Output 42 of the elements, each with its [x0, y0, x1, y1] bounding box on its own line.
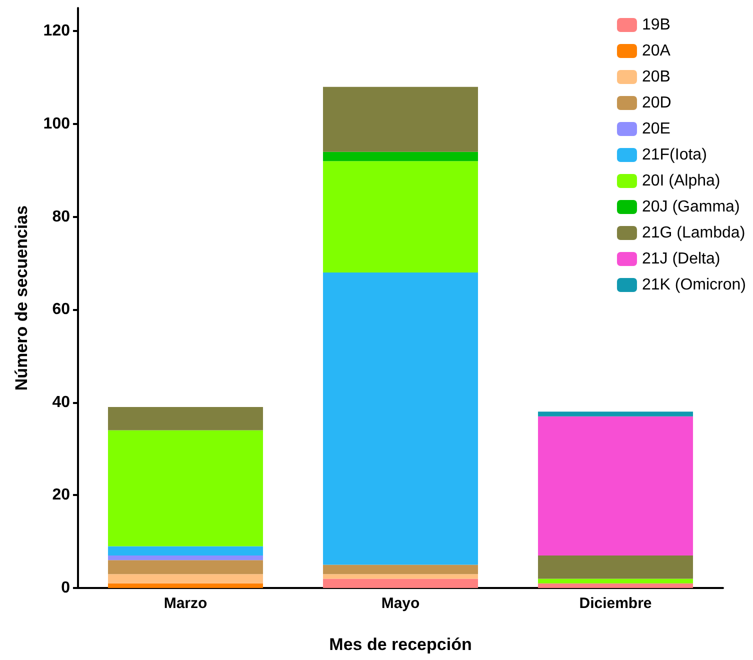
legend-label: 21J (Delta) — [642, 250, 720, 268]
y-tick-label: 100 — [43, 116, 70, 132]
legend-label: 20I (Alpha) — [642, 172, 720, 190]
legend-label: 20B — [642, 68, 670, 86]
bar — [323, 564, 478, 574]
bar — [108, 546, 263, 556]
x-tick-label: Mayo — [381, 595, 420, 612]
bar — [108, 430, 263, 546]
bar — [538, 412, 693, 416]
bar — [323, 161, 478, 272]
y-tick-label: 20 — [52, 486, 70, 504]
legend-label: 20J (Gamma) — [642, 198, 740, 216]
bar — [323, 86, 478, 152]
bar — [108, 574, 263, 584]
x-axis-title: Mes de recepción — [329, 635, 472, 654]
y-tick-label: 40 — [52, 394, 70, 411]
bar — [323, 152, 478, 162]
legend-label: 21F(Iota) — [642, 146, 707, 164]
legend-label: 20A — [642, 42, 671, 60]
bar — [323, 272, 478, 565]
legend-label: 20D — [642, 94, 672, 112]
legend-label: 20E — [642, 120, 670, 138]
y-axis-title: Número de secuencias — [12, 205, 31, 391]
bar — [538, 578, 693, 584]
legend-label: 21G (Lambda) — [642, 224, 746, 242]
bar — [108, 556, 263, 560]
x-tick-label: Diciembre — [579, 595, 652, 612]
y-tick-label: 60 — [52, 301, 70, 318]
bar — [538, 416, 693, 556]
bar — [538, 583, 693, 588]
bar — [323, 578, 478, 588]
legend-label: 19B — [642, 16, 670, 34]
bar — [108, 560, 263, 574]
y-tick-label: 120 — [43, 22, 70, 40]
legend-label: 21K (Omicron) — [642, 276, 746, 294]
y-tick-label: 0 — [61, 580, 70, 596]
bar — [108, 407, 263, 430]
bar — [538, 556, 693, 579]
bar — [108, 583, 263, 588]
y-tick-label: 80 — [52, 208, 70, 226]
x-tick-label: Marzo — [164, 595, 208, 612]
bar — [323, 574, 478, 579]
